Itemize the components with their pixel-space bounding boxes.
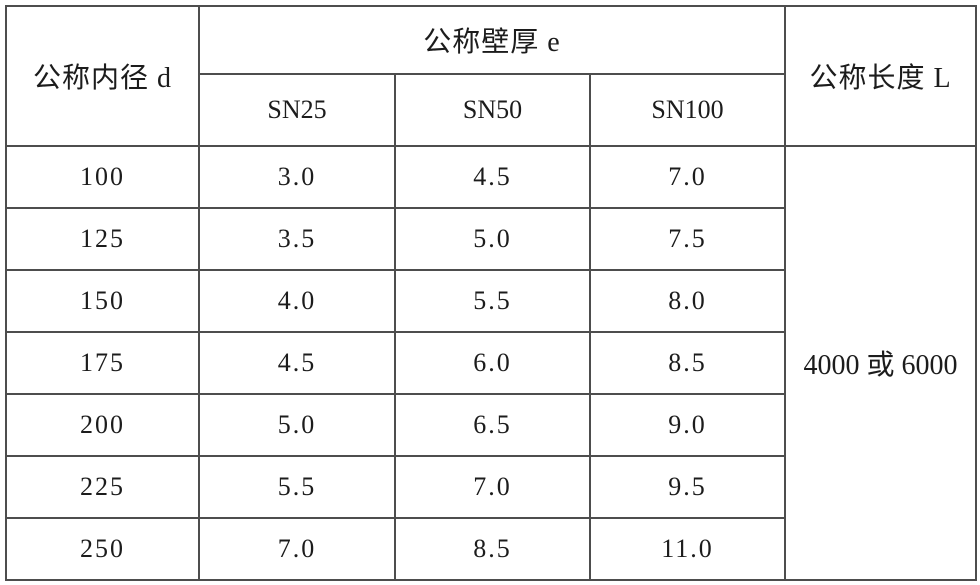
cell-sn25: 3.5	[198, 207, 396, 271]
table-row: 175 4.5 6.0 8.5	[5, 331, 976, 395]
cell-sn50: 8.5	[394, 517, 591, 581]
cell-sn100: 11.0	[588, 517, 787, 581]
header-sn25: SN25	[198, 73, 396, 147]
cell-sn25: 4.0	[198, 269, 396, 333]
header-diameter: 公称内径 d	[5, 5, 200, 147]
cell-diameter: 125	[5, 207, 200, 271]
header-sn50: SN50	[394, 73, 591, 147]
cell-sn25: 3.0	[198, 145, 396, 209]
header-wall-thickness-group: 公称壁厚 e	[197, 5, 787, 75]
cell-sn25: 4.5	[198, 331, 396, 395]
pipe-spec-table: 公称内径 d 公称壁厚 e 公称长度 L SN25 SN50 SN100 100…	[5, 5, 978, 581]
cell-sn50: 5.5	[394, 269, 591, 333]
table-row: 100 3.0 4.5 7.0 4000 或 6000	[5, 145, 978, 581]
header-row-sub: SN25 SN50 SN100	[6, 73, 976, 147]
cell-sn100: 9.0	[588, 393, 787, 457]
cell-diameter: 250	[5, 517, 200, 581]
header-sn100: SN100	[588, 73, 787, 147]
cell-sn50: 5.0	[394, 207, 591, 271]
header-row-top: 公称内径 d 公称壁厚 e 公称长度 L	[5, 5, 978, 147]
cell-sn25: 5.5	[198, 455, 396, 519]
cell-sn100: 8.5	[588, 331, 787, 395]
table-row: 150 4.0 5.5 8.0	[5, 269, 976, 333]
cell-diameter: 200	[5, 393, 200, 457]
cell-diameter: 150	[5, 269, 200, 333]
cell-sn100: 7.5	[588, 207, 787, 271]
cell-sn25: 5.0	[198, 393, 396, 457]
table-row: 250 7.0 8.5 11.0	[5, 517, 976, 581]
cell-sn50: 6.5	[394, 393, 591, 457]
cell-sn100: 7.0	[588, 145, 787, 209]
table-row: 125 3.5 5.0 7.5	[5, 207, 976, 271]
table-row: 200 5.0 6.5 9.0	[5, 393, 976, 457]
cell-length-span: 4000 或 6000	[784, 145, 978, 581]
cell-diameter: 225	[5, 455, 200, 519]
table-row: 225 5.5 7.0 9.5	[5, 455, 976, 519]
cell-sn25: 7.0	[198, 517, 396, 581]
cell-sn100: 9.5	[588, 455, 787, 519]
cell-diameter: 100	[5, 145, 200, 209]
cell-sn100: 8.0	[588, 269, 787, 333]
header-length: 公称长度 L	[784, 5, 978, 147]
cell-sn50: 4.5	[394, 145, 591, 209]
cell-sn50: 6.0	[394, 331, 591, 395]
cell-sn50: 7.0	[394, 455, 591, 519]
cell-diameter: 175	[5, 331, 200, 395]
